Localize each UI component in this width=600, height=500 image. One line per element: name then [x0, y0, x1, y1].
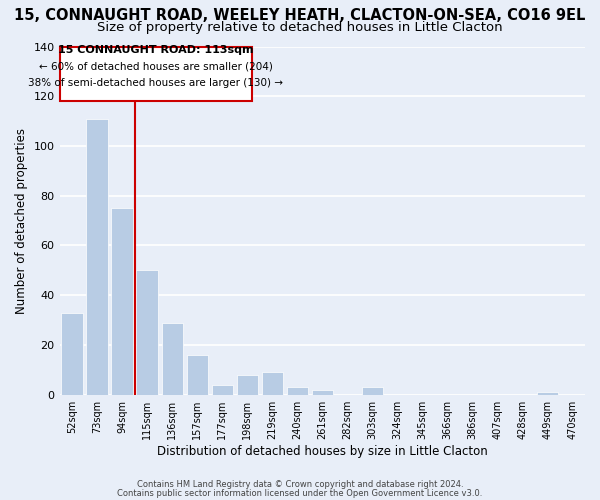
- Text: Contains public sector information licensed under the Open Government Licence v3: Contains public sector information licen…: [118, 488, 482, 498]
- Bar: [187, 355, 208, 395]
- Text: 15, CONNAUGHT ROAD, WEELEY HEATH, CLACTON-ON-SEA, CO16 9EL: 15, CONNAUGHT ROAD, WEELEY HEATH, CLACTO…: [14, 8, 586, 22]
- Text: Contains HM Land Registry data © Crown copyright and database right 2024.: Contains HM Land Registry data © Crown c…: [137, 480, 463, 489]
- FancyBboxPatch shape: [59, 46, 252, 101]
- Bar: [362, 387, 383, 394]
- Text: 15 CONNAUGHT ROAD: 113sqm: 15 CONNAUGHT ROAD: 113sqm: [58, 45, 254, 55]
- Y-axis label: Number of detached properties: Number of detached properties: [15, 128, 28, 314]
- Bar: [262, 372, 283, 394]
- Bar: [112, 208, 133, 394]
- Text: ← 60% of detached houses are smaller (204): ← 60% of detached houses are smaller (20…: [39, 62, 273, 72]
- Bar: [537, 392, 558, 394]
- Text: Size of property relative to detached houses in Little Clacton: Size of property relative to detached ho…: [97, 21, 503, 34]
- Bar: [161, 322, 183, 394]
- Bar: [61, 312, 83, 394]
- Bar: [236, 375, 258, 394]
- Bar: [212, 385, 233, 394]
- Bar: [136, 270, 158, 394]
- Bar: [311, 390, 333, 394]
- Bar: [86, 118, 108, 394]
- X-axis label: Distribution of detached houses by size in Little Clacton: Distribution of detached houses by size …: [157, 444, 488, 458]
- Bar: [287, 387, 308, 394]
- Text: 38% of semi-detached houses are larger (130) →: 38% of semi-detached houses are larger (…: [28, 78, 283, 88]
